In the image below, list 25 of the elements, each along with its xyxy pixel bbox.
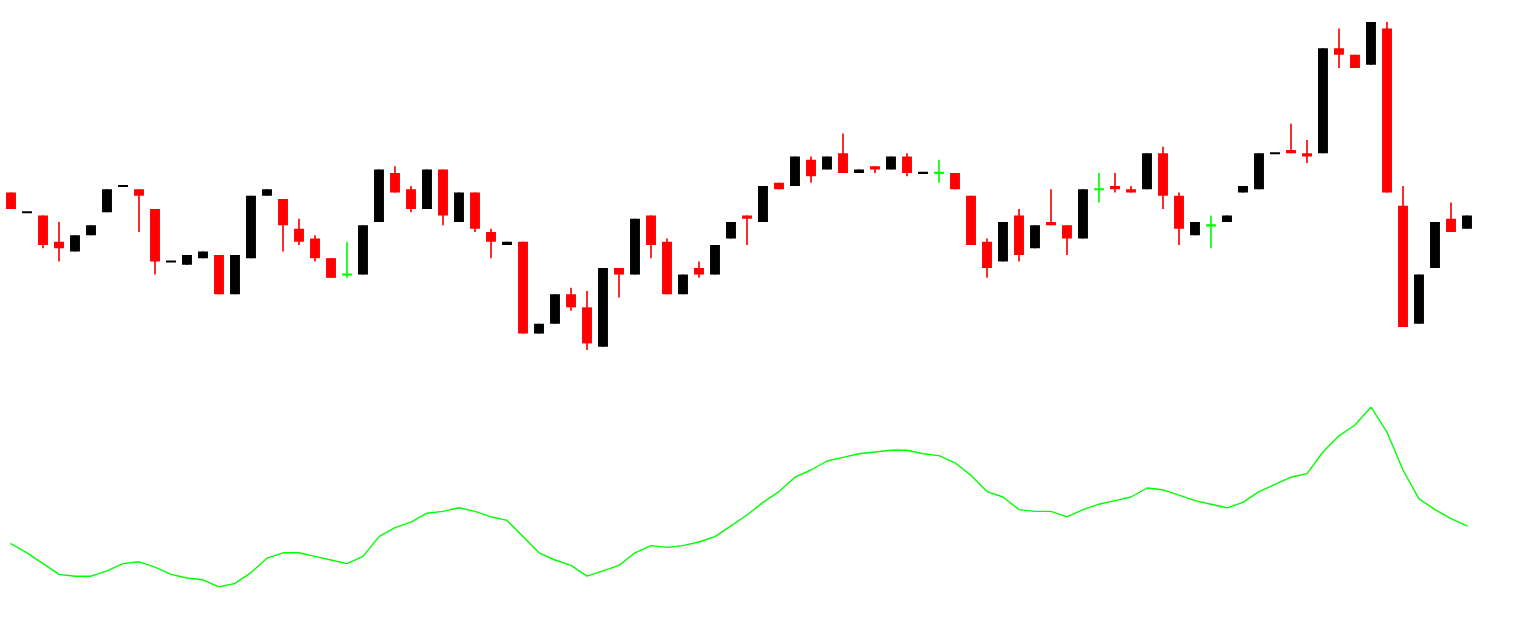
candlestick <box>1286 122 1296 155</box>
candlestick <box>1302 139 1312 164</box>
candlestick <box>742 214 752 246</box>
candlestick <box>134 188 144 233</box>
candlestick <box>838 132 848 174</box>
candlestick <box>294 217 304 246</box>
candlestick <box>902 152 912 177</box>
candlestick <box>1093 172 1105 204</box>
candlestick <box>806 155 816 184</box>
candlestick <box>341 240 353 279</box>
candlestick <box>310 234 320 263</box>
candlestick <box>406 185 416 214</box>
candlestick <box>486 227 496 259</box>
candlestick <box>1446 201 1456 233</box>
candlestick <box>614 267 624 299</box>
candlestick <box>54 221 64 263</box>
candlestick <box>1046 188 1056 227</box>
candlestick <box>566 286 576 312</box>
candlestick <box>933 158 945 184</box>
candlestick <box>1205 214 1217 250</box>
candlestick <box>390 165 400 194</box>
candlestick <box>1062 224 1072 256</box>
candlestick <box>326 257 336 279</box>
candlestick <box>1110 172 1120 194</box>
candlestick <box>1334 27 1344 69</box>
